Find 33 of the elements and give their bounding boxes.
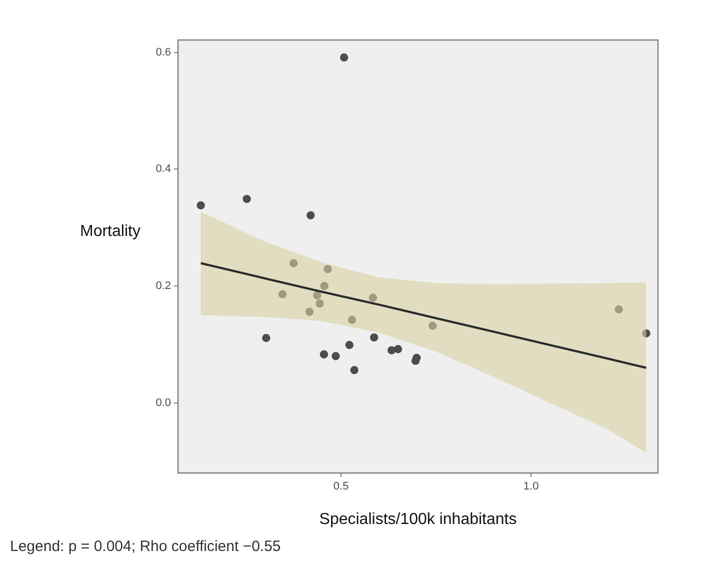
point (306, 211, 315, 220)
y-tick-label: 0.4 (156, 163, 171, 176)
point (370, 333, 378, 342)
point (324, 264, 332, 274)
point (289, 259, 298, 268)
point (320, 350, 328, 358)
point (642, 329, 650, 338)
point (428, 322, 437, 330)
y-axis-title: Mortality (80, 222, 140, 240)
point (332, 352, 340, 360)
y-tick-label: 0.6 (156, 46, 171, 58)
point (394, 345, 402, 354)
point (345, 340, 354, 350)
point (313, 291, 322, 300)
point (614, 305, 623, 314)
text: Legend: p = 0.004; Rho coefficient −0.55 (10, 538, 281, 556)
y-tick-label: 0.0 (156, 396, 171, 409)
point (411, 356, 420, 365)
point (320, 282, 328, 290)
point (350, 366, 358, 374)
point (316, 299, 324, 308)
x-axis-title: Specialists/100k inhabitants (319, 510, 517, 528)
y-tick-label: 0.2 (156, 280, 171, 292)
point (196, 201, 205, 210)
point (340, 53, 348, 62)
point (305, 308, 314, 316)
x-tick-label: 1.0 (523, 480, 539, 493)
point (278, 290, 287, 298)
x-tick-label: 0.5 (333, 480, 349, 493)
point (242, 194, 251, 204)
point (368, 294, 378, 302)
point (348, 316, 356, 324)
point (262, 334, 270, 342)
